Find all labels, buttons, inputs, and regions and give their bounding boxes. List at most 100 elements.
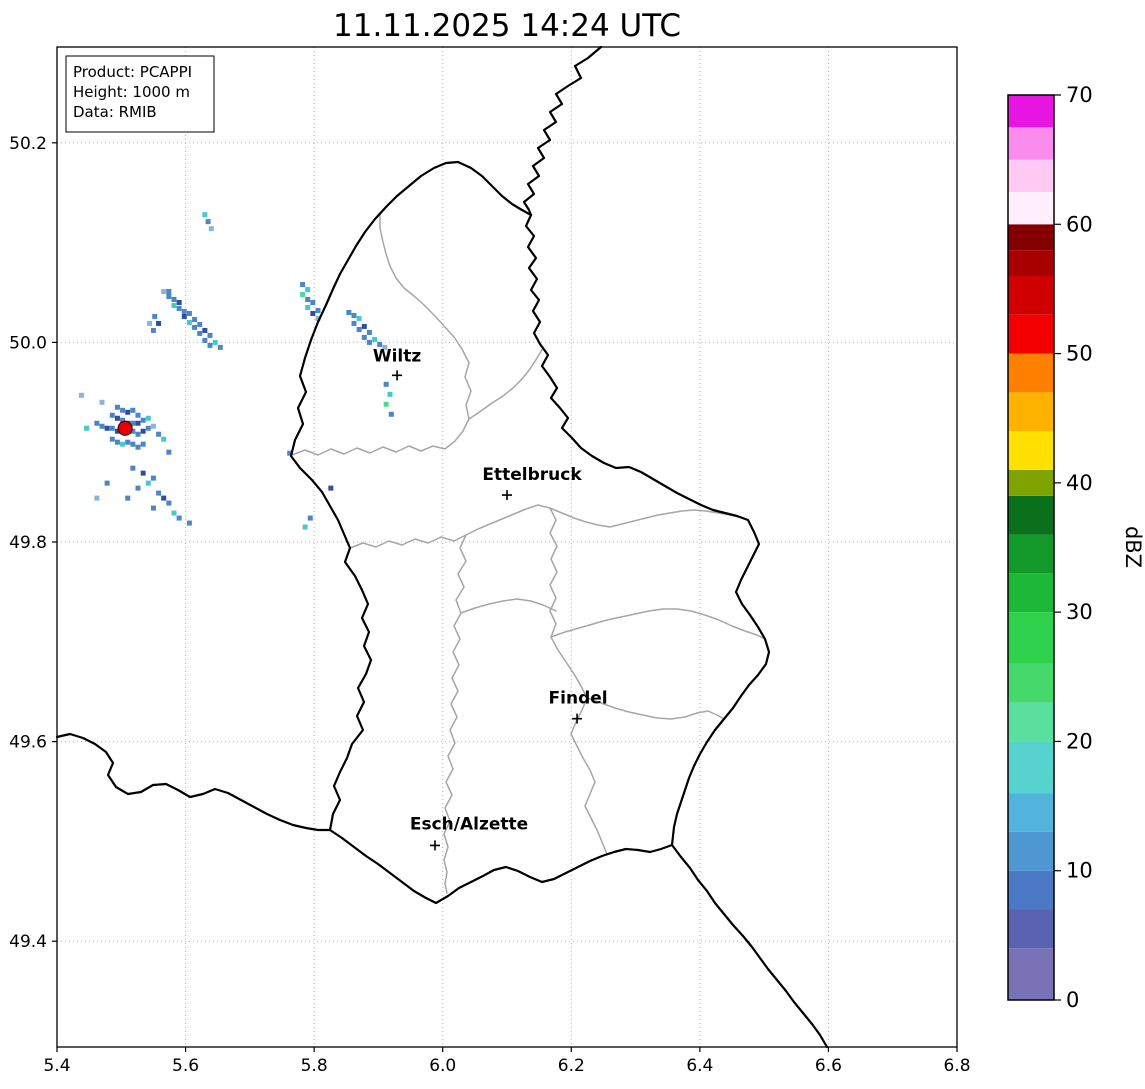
- echo-cell: [135, 420, 141, 426]
- city-plus-marker: [392, 370, 403, 381]
- colorbar-band: [1008, 909, 1054, 949]
- colorbar-band: [1008, 159, 1054, 192]
- echo-cell: [109, 425, 115, 431]
- colorbar-band: [1008, 95, 1054, 128]
- colorbar-band: [1008, 127, 1054, 160]
- x-tick-label: 5.4: [43, 1056, 70, 1076]
- echo-cell: [78, 392, 84, 398]
- colorbar-band: [1008, 314, 1054, 354]
- colorbar-band: [1008, 250, 1054, 276]
- info-height-line: Height: 1000 m: [73, 83, 190, 101]
- echo-cell: [212, 339, 218, 345]
- france-germany-border: [670, 843, 829, 1049]
- echo-cell: [161, 436, 167, 442]
- city-label: Wiltz: [373, 346, 422, 366]
- echo-cell: [140, 428, 146, 434]
- echo-cell: [120, 407, 126, 413]
- echo-cell: [109, 436, 115, 442]
- echo-cell: [125, 439, 131, 445]
- echo-cell: [120, 441, 126, 447]
- echo-cell: [202, 327, 208, 333]
- canton-borders: [291, 213, 766, 894]
- echo-cell: [217, 344, 223, 350]
- echo-cell: [387, 391, 393, 397]
- echo-cell: [300, 292, 306, 298]
- radar-site-dot: [117, 420, 133, 436]
- city-plus-marker: [572, 713, 583, 724]
- echo-cell: [305, 296, 311, 302]
- echo-cell: [346, 309, 352, 315]
- echo-cell: [197, 321, 203, 327]
- echo-cell: [197, 330, 203, 336]
- echo-cell: [125, 409, 131, 415]
- echo-cell: [202, 337, 208, 343]
- echo-cell: [161, 289, 167, 295]
- echo-cell: [140, 417, 146, 423]
- echo-cell: [181, 308, 187, 314]
- echo-cell: [114, 428, 120, 434]
- echo-cell: [99, 399, 105, 405]
- canton-border-line: [443, 534, 467, 894]
- radar-echoes: [78, 212, 394, 530]
- echo-cell: [383, 401, 389, 407]
- echo-cell: [192, 324, 198, 330]
- luxembourg-east-border: [524, 213, 771, 847]
- echo-cell: [202, 212, 208, 218]
- echo-cell: [156, 431, 162, 437]
- echo-cell: [161, 495, 167, 501]
- colorbar-band: [1008, 276, 1054, 315]
- colorbar-band: [1008, 224, 1054, 251]
- canton-border-line: [549, 507, 608, 855]
- echo-cell: [171, 302, 177, 308]
- colorbar: 0 10 20 30 40 50 60 70 dBZ: [1007, 83, 1145, 1012]
- echo-cell: [310, 310, 316, 316]
- colorbar-tick-label: 60: [1066, 212, 1093, 236]
- echo-cell: [130, 420, 136, 426]
- france-belgium-border: [55, 732, 332, 832]
- echo-cell: [361, 334, 367, 340]
- echo-cell: [145, 480, 151, 486]
- echo-cell: [130, 407, 136, 413]
- colorbar-tick-label: 70: [1066, 83, 1093, 107]
- echo-cell: [171, 296, 177, 302]
- colorbar-band: [1008, 741, 1054, 794]
- x-tick-label: 6.2: [558, 1056, 585, 1076]
- colorbar-band: [1008, 948, 1054, 1000]
- colorbar-tick-label: 20: [1066, 729, 1093, 753]
- echo-cell: [135, 431, 141, 437]
- city-plus-marker: [502, 490, 512, 501]
- echo-cell: [315, 307, 321, 313]
- echo-cell: [388, 411, 394, 417]
- echo-cell: [328, 485, 334, 491]
- colorbar-band: [1008, 612, 1054, 664]
- echo-cell: [307, 515, 313, 521]
- echo-cell: [156, 490, 162, 496]
- colorbar-unit-label: dBZ: [1121, 526, 1145, 568]
- x-tick-label: 6.0: [429, 1056, 456, 1076]
- info-box-frame: [65, 55, 215, 133]
- echo-cell: [176, 305, 182, 311]
- echo-cell: [208, 226, 214, 232]
- country-borders: [55, 45, 829, 1049]
- echo-cell: [94, 420, 100, 426]
- colorbar-band: [1008, 353, 1054, 393]
- echo-cell: [114, 439, 120, 445]
- radar-site-marker: [117, 420, 133, 436]
- echo-cell: [186, 520, 192, 526]
- echo-cell: [166, 449, 172, 455]
- echo-cell: [372, 336, 378, 342]
- colorbar-band: [1008, 495, 1054, 535]
- echo-cell: [315, 315, 321, 321]
- y-tick-label: 50.2: [9, 134, 47, 154]
- luxembourg-north-west-border: [289, 160, 533, 832]
- canton-border-line: [586, 697, 725, 720]
- colorbar-band: [1008, 431, 1054, 470]
- canton-border-line: [349, 504, 749, 549]
- x-tick-label: 6.6: [815, 1056, 842, 1076]
- echo-cell: [104, 425, 110, 431]
- echo-cell: [150, 327, 156, 333]
- colorbar-band: [1008, 191, 1054, 225]
- echo-cell: [166, 500, 172, 506]
- y-tick-label: 50.0: [9, 333, 47, 353]
- echo-cell: [383, 381, 389, 387]
